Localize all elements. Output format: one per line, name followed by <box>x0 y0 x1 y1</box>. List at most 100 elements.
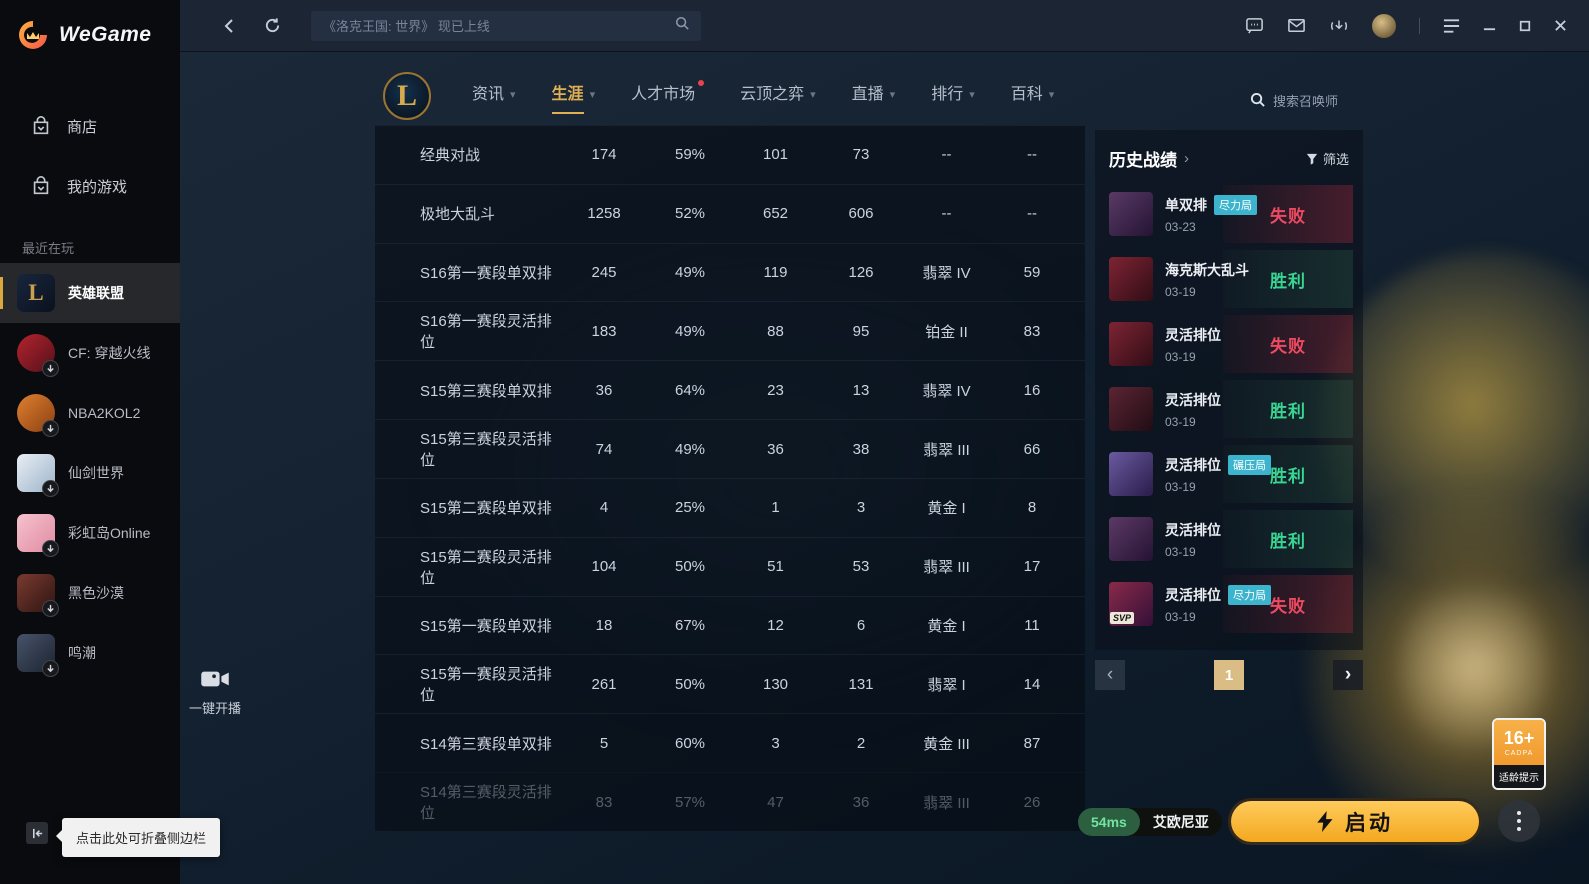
nav-tab[interactable]: 生涯 ▾ <box>551 80 595 114</box>
games-played: 174 <box>591 146 617 164</box>
game-list-item[interactable]: NBA2KOL2 <box>0 383 180 443</box>
career-stats-table: 经典对战 174 59% 101 73 -- -- 极地大乱斗 1258 52%… <box>375 125 1085 831</box>
queue-name: S15第二赛段灵活排位 <box>420 548 552 587</box>
notification-dot <box>698 80 705 86</box>
nav-tab[interactable]: 直播 ▾ <box>852 80 896 114</box>
download-badge-icon <box>42 540 59 557</box>
wins: 12 <box>767 617 784 635</box>
refresh-button[interactable] <box>264 17 281 34</box>
rank-tier: 翡翠 III <box>923 559 970 577</box>
content-area: L 资讯 ▾ 生涯 ▾ <box>180 52 1589 884</box>
stats-table-row: S15第二赛段单双排 4 25% 1 3 黄金 I 8 <box>375 477 1085 537</box>
user-avatar[interactable] <box>1372 13 1396 38</box>
server-ping-pill[interactable]: 54ms 艾欧尼亚 <box>1078 808 1222 836</box>
match-result-text: 失败 <box>1270 336 1306 356</box>
stats-table-row: S16第一赛段灵活排位 183 49% 88 95 铂金 II 83 <box>375 301 1085 360</box>
match-result-text: 失败 <box>1270 206 1306 226</box>
queue-name: S15第二赛段单双排 <box>420 500 552 518</box>
more-options-button[interactable] <box>1498 800 1540 842</box>
summoner-search-input[interactable]: 搜索召唤师 <box>1250 91 1338 110</box>
mail-icon[interactable] <box>1287 16 1306 35</box>
game-list-item[interactable]: CF: 穿越火线 <box>0 323 180 383</box>
match-queue-name: 灵活排位 <box>1165 586 1221 603</box>
game-list-item[interactable]: L 英雄联盟 <box>0 263 180 323</box>
game-icon <box>17 394 59 437</box>
age-rating-label: 适龄提示 <box>1494 765 1544 788</box>
game-list-item[interactable]: 黑色沙漠 <box>0 563 180 623</box>
menu-item-icon <box>33 116 49 135</box>
launch-game-button[interactable]: 启动 <box>1228 798 1482 845</box>
match-result: 胜利 <box>1223 380 1353 438</box>
maximize-button[interactable] <box>1519 20 1531 32</box>
win-rate: 49% <box>674 264 706 282</box>
losses: 6 <box>856 617 866 635</box>
download-badge-icon <box>42 600 59 617</box>
game-list-item[interactable]: 仙剑世界 <box>0 443 180 503</box>
one-click-stream-button[interactable]: 一键开播 <box>180 668 250 717</box>
games-played: 183 <box>591 322 617 340</box>
filter-button[interactable]: 筛选 <box>1306 149 1349 168</box>
match-info: 灵活排位 03-19 <box>1165 390 1221 429</box>
nav-tab[interactable]: 百科 ▾ <box>1011 80 1055 114</box>
main-menu-icon[interactable] <box>1443 18 1460 33</box>
chat-icon[interactable] <box>1245 16 1264 35</box>
age-rating-authority: CADPA <box>1504 749 1534 757</box>
downloads-icon[interactable] <box>1329 16 1349 36</box>
nav-tab[interactable]: 人才市场 ▾ <box>631 80 705 114</box>
match-list-item[interactable]: 灵活排位 03-19 胜利 <box>1105 380 1353 438</box>
collapse-sidebar-button[interactable] <box>26 822 48 844</box>
lightning-icon <box>1317 811 1333 832</box>
match-result: 失败 <box>1223 185 1353 243</box>
stats-table-row: S16第一赛段单双排 245 49% 119 126 翡翠 IV 59 <box>375 242 1085 302</box>
match-date: 03-23 <box>1165 219 1196 234</box>
match-result-tint <box>1223 315 1353 373</box>
prev-page-button[interactable]: ‹ <box>1095 660 1125 690</box>
match-list-item[interactable]: 灵活排位 03-19 胜利 <box>1105 510 1353 568</box>
sidebar-menu-item[interactable]: 我的游戏 <box>0 156 180 216</box>
nav-tab[interactable]: 资讯 ▾ <box>472 80 516 114</box>
win-rate: 25% <box>674 499 706 517</box>
back-button[interactable] <box>222 18 238 34</box>
sidebar-menu-item[interactable]: 商店 <box>0 96 180 156</box>
search-icon[interactable] <box>675 16 689 35</box>
match-result-text: 失败 <box>1270 596 1306 616</box>
global-search-input[interactable]: 《洛克王国: 世界》 现已上线 <box>311 10 701 41</box>
match-date: 03-19 <box>1165 479 1196 494</box>
match-tag-badge: 尽力局 <box>1214 194 1257 215</box>
losses: 53 <box>852 558 870 576</box>
rank-tier: 黄金 I <box>927 618 966 636</box>
funnel-icon <box>1306 153 1318 165</box>
download-badge-icon <box>42 420 59 437</box>
topbar-right-cluster <box>1245 13 1589 38</box>
match-result: 胜利 <box>1223 250 1353 308</box>
nav-tab[interactable]: 云顶之弈 ▾ <box>740 80 816 114</box>
game-list-item[interactable]: 鸣潮 <box>0 623 180 683</box>
next-page-button[interactable]: › <box>1333 660 1363 690</box>
age-rating-badge: 16+ CADPA 适龄提示 <box>1492 718 1546 790</box>
match-result-text: 胜利 <box>1270 466 1306 486</box>
match-list-item[interactable]: SVP 灵活排位 尽力局 03-19 失败 <box>1105 575 1353 633</box>
match-queue-name: 灵活排位 <box>1165 456 1221 473</box>
match-queue-name: 灵活排位 <box>1165 391 1221 408</box>
stats-table-row: S14第三赛段灵活排位 83 57% 47 36 翡翠 III 26 <box>375 772 1085 831</box>
match-result-text: 胜利 <box>1270 401 1306 421</box>
match-list-item[interactable]: 海克斯大乱斗 03-19 胜利 <box>1105 250 1353 308</box>
match-list-item[interactable]: 灵活排位 03-19 失败 <box>1105 315 1353 373</box>
match-history-title[interactable]: 历史战绩 <box>1109 151 1177 170</box>
rank-points: 87 <box>1023 734 1041 752</box>
minimize-button[interactable] <box>1483 19 1496 32</box>
match-result: 失败 <box>1223 315 1353 373</box>
nav-tab[interactable]: 排行 ▾ <box>931 80 975 114</box>
close-button[interactable] <box>1554 19 1567 32</box>
game-list-item[interactable]: 彩虹岛Online <box>0 503 180 563</box>
champion-avatar <box>1109 452 1153 496</box>
main-area: 《洛克王国: 世界》 现已上线 <box>180 0 1589 884</box>
stats-table-row: S15第三赛段灵活排位 74 49% 36 38 翡翠 III 66 <box>375 419 1085 478</box>
match-list-item[interactable]: 灵活排位 碾压局 03-19 胜利 <box>1105 445 1353 503</box>
game-list: L 英雄联盟 <box>0 263 180 683</box>
match-result-tint <box>1223 250 1353 308</box>
rank-tier: 翡翠 III <box>923 441 970 459</box>
current-page-indicator[interactable]: 1 <box>1214 660 1244 690</box>
champion-avatar <box>1109 322 1153 366</box>
match-list-item[interactable]: 单双排 尽力局 03-23 失败 <box>1105 185 1353 243</box>
